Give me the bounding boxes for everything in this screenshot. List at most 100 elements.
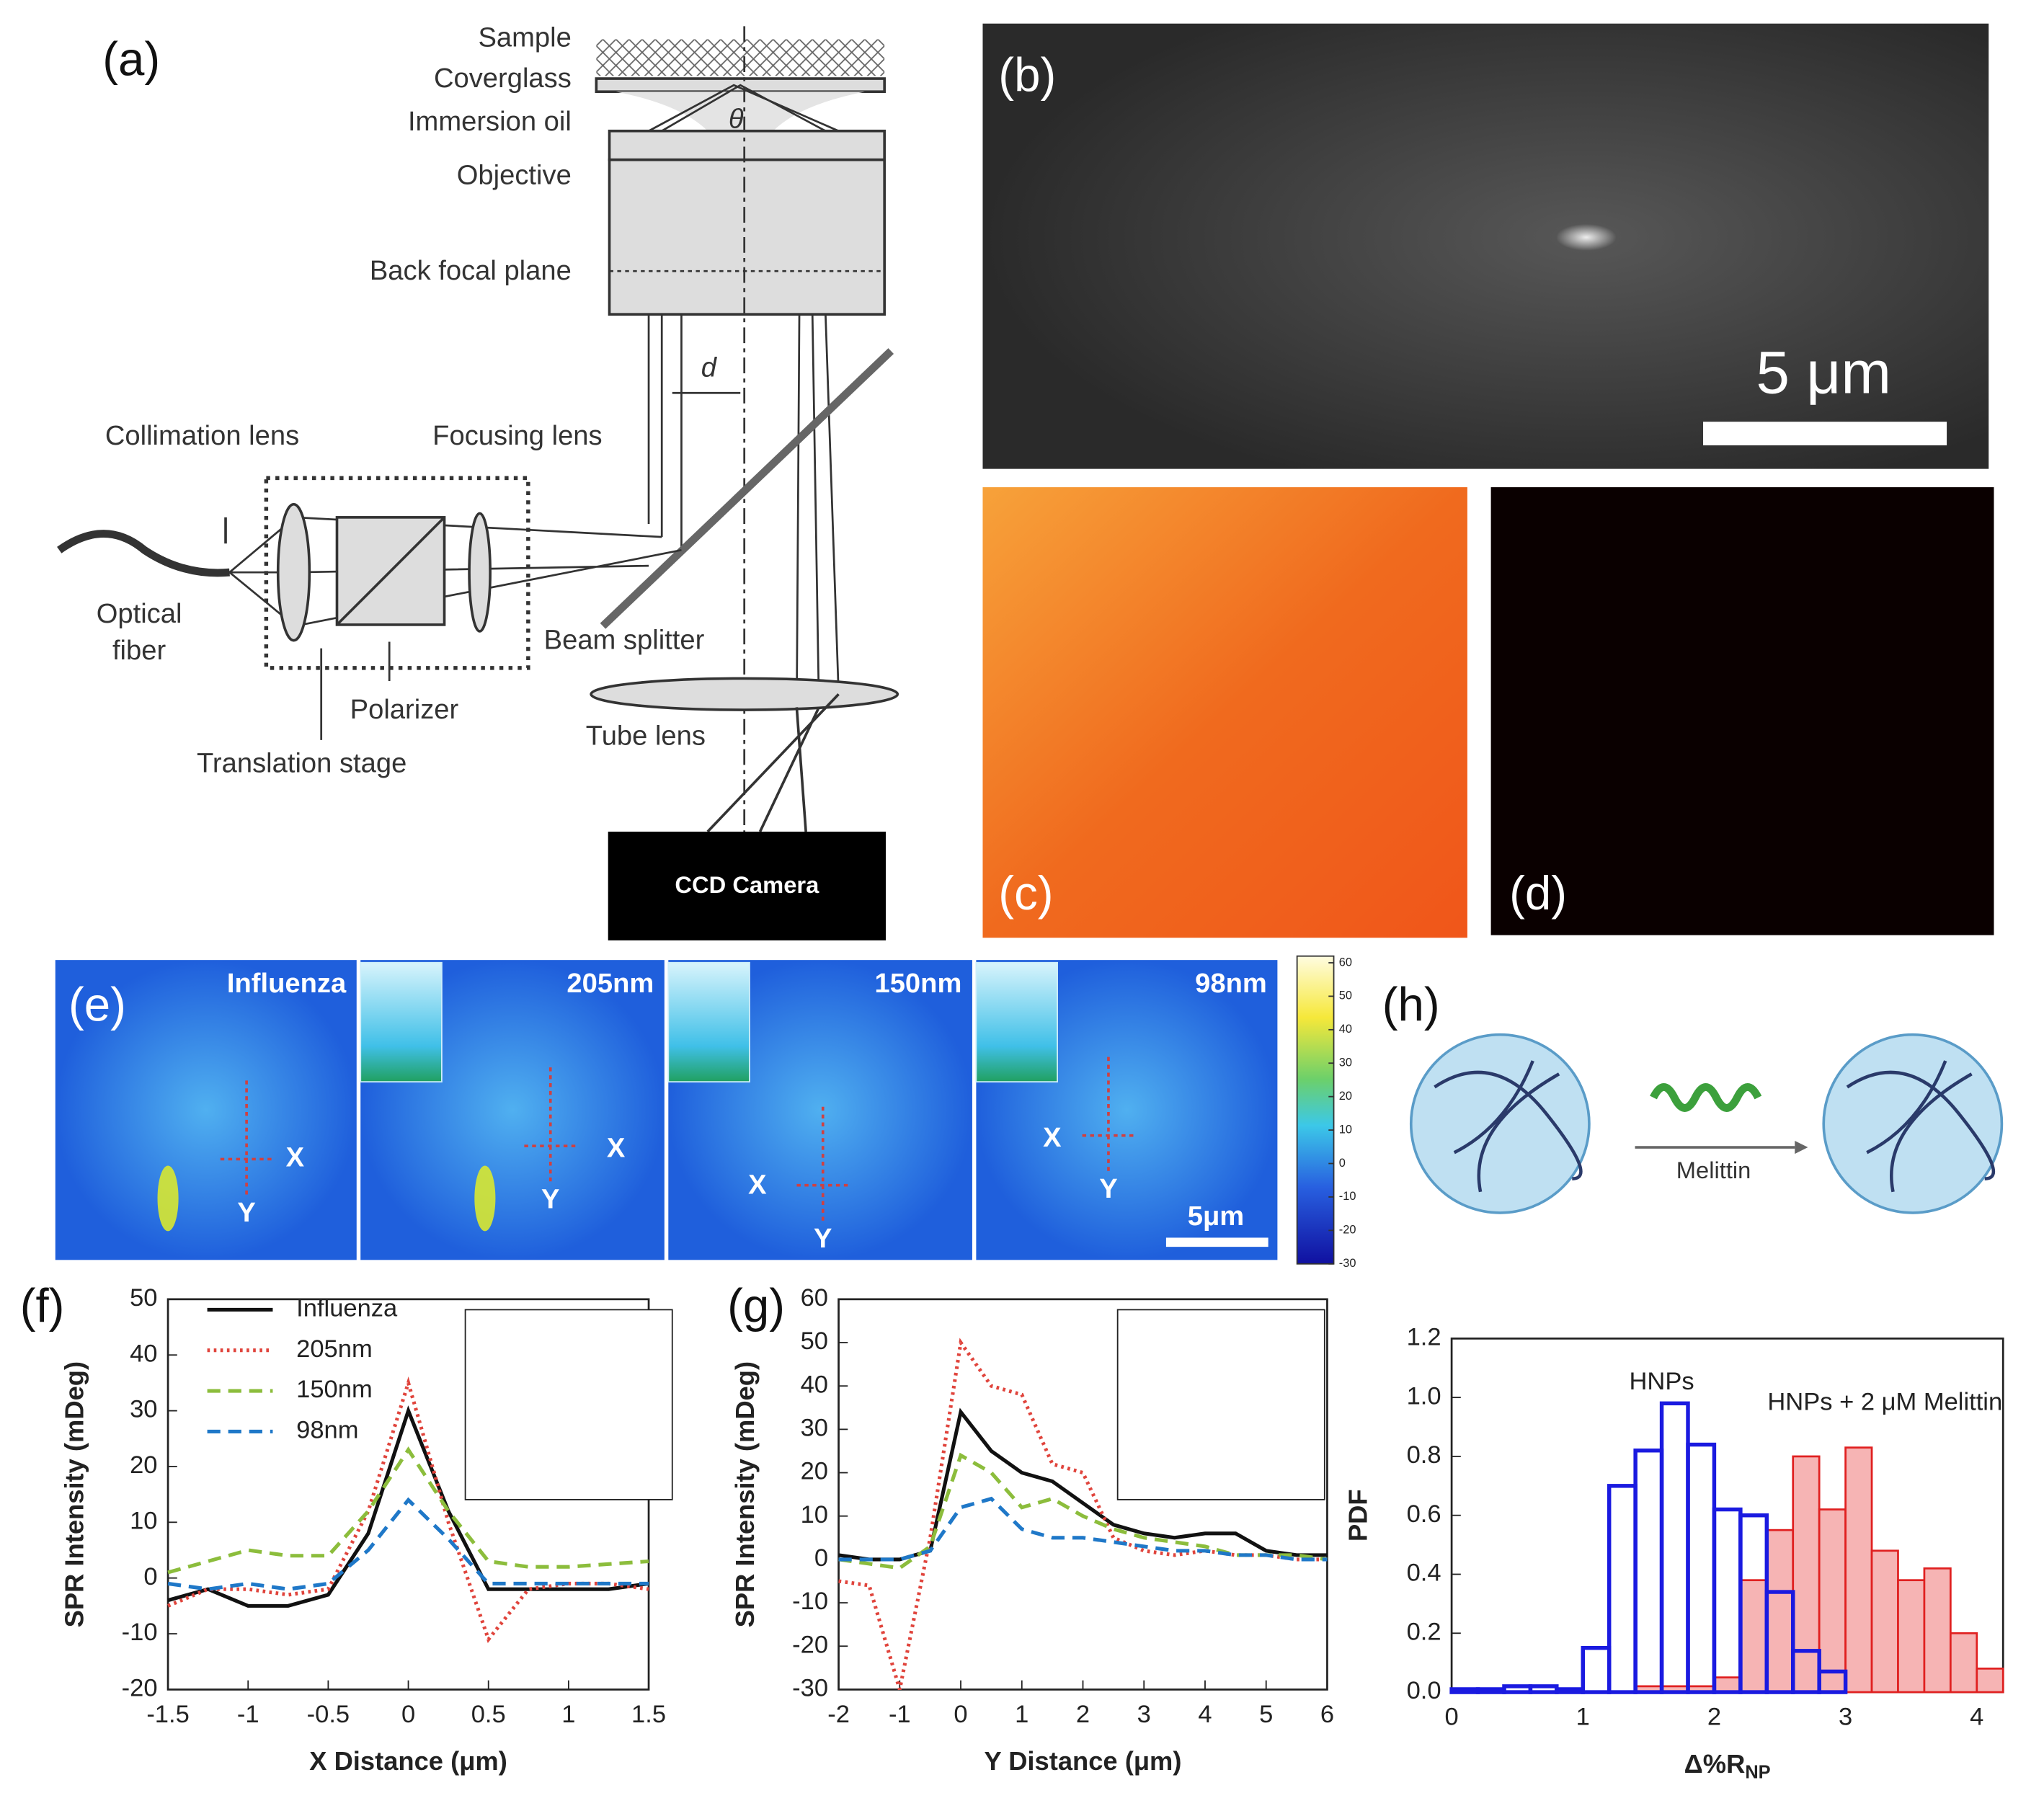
panel-label: (e)	[68, 979, 126, 1031]
histogram-bar	[1713, 1676, 1742, 1694]
colorbar-tick-label: 30	[1339, 1056, 1352, 1069]
x-tick-label: -2	[827, 1701, 850, 1728]
series-line	[167, 1446, 649, 1575]
inset	[464, 1309, 673, 1500]
colorbar-tick-label: 20	[1339, 1090, 1352, 1103]
panel-label: (g)	[727, 1280, 785, 1332]
diagram-label: Tube lens	[586, 720, 706, 751]
histogram-bar	[1449, 1687, 1480, 1694]
histogram-bar	[1686, 1442, 1717, 1694]
histogram-bar	[1633, 1449, 1664, 1694]
y-tick-label: 40	[130, 1340, 157, 1367]
histogram-bar	[1844, 1446, 1873, 1694]
x-tick-label: 0	[401, 1701, 415, 1728]
histogram-bar	[1764, 1590, 1795, 1694]
x-axis-label-subscript: NP	[1745, 1762, 1770, 1782]
histogram-bar	[1502, 1684, 1533, 1694]
y-tick-label: 1.0	[1407, 1382, 1441, 1410]
colorbar-tick-label: 10	[1339, 1123, 1352, 1136]
y-tick-label: -20	[122, 1675, 158, 1702]
series-line	[167, 1376, 649, 1644]
panel-label: (f)	[20, 1280, 65, 1332]
x-tick-label: 5	[1259, 1701, 1273, 1728]
nanoparticle-schematic	[1409, 1033, 2004, 1214]
panel-label: (h)	[1382, 979, 1440, 1031]
image-e	[55, 960, 357, 1260]
image-c	[982, 487, 1467, 938]
x-axis-label: Y Distance (μm)	[985, 1746, 1182, 1776]
y-axis-label: PDF	[1343, 1489, 1372, 1541]
y-tick-label: 60	[801, 1284, 828, 1312]
histogram-bar	[1870, 1549, 1899, 1694]
histogram-bar	[1976, 1667, 2004, 1694]
colorbar-tick-label: 60	[1339, 956, 1352, 969]
legend-label: 98nm	[296, 1417, 358, 1444]
diagram-label: Collimation lens	[105, 420, 299, 451]
axis-marker: Y	[1099, 1173, 1117, 1204]
y-tick-label: 0	[814, 1544, 828, 1572]
x-tick-label: 2	[1707, 1704, 1721, 1731]
spot	[474, 1165, 496, 1232]
colorbar	[1296, 955, 1335, 1265]
x-tick-label: 3	[1839, 1704, 1852, 1731]
y-tick-label: -10	[122, 1619, 158, 1646]
inset	[975, 961, 1058, 1083]
colorbar-tick-label: -30	[1339, 1257, 1356, 1270]
y-tick-label: 50	[801, 1327, 828, 1355]
diagram-label: Translation stage	[197, 747, 406, 778]
x-axis-label-text: Δ%R	[1684, 1748, 1746, 1778]
x-tick-label: 4	[1198, 1701, 1212, 1728]
x-tick-label: -1	[237, 1701, 259, 1728]
y-tick-label: 1.2	[1407, 1323, 1441, 1351]
histogram-bar	[1897, 1579, 1926, 1694]
x-tick-label: 4	[1970, 1704, 1983, 1731]
diagram-label: Back focal plane	[370, 255, 572, 286]
y-tick-label: 10	[130, 1507, 157, 1534]
axis-marker: Y	[237, 1197, 255, 1228]
y-tick-label: 30	[130, 1396, 157, 1423]
series-line	[167, 1405, 649, 1608]
y-tick-label: 20	[130, 1451, 157, 1479]
y-axis-label: SPR Intensity (mDeg)	[730, 1361, 760, 1627]
x-tick-label: 0.5	[471, 1701, 506, 1728]
y-tick-label: 20	[801, 1458, 828, 1485]
y-tick-label: 50	[130, 1284, 157, 1312]
series-label: HNPs + 2 μM Melittin	[1767, 1388, 2002, 1415]
colorbar-tick-label: 0	[1339, 1157, 1346, 1170]
diagram-label: Sample	[478, 22, 571, 53]
optical-diagram	[57, 26, 899, 940]
axis-marker: X	[748, 1170, 767, 1201]
y-tick-label: 0.6	[1407, 1500, 1441, 1528]
axis-marker: X	[286, 1142, 305, 1173]
histogram-bar	[1949, 1632, 1978, 1694]
diagram-label: d	[701, 352, 718, 383]
x-tick-label: 6	[1320, 1701, 1334, 1728]
scale-bar-label: 5μm	[1188, 1201, 1245, 1232]
axis-marker: X	[607, 1133, 626, 1164]
diagram-label: Beam splitter	[544, 625, 705, 656]
x-tick-label: -1.5	[146, 1701, 189, 1728]
colorbar-tick-label: 40	[1339, 1023, 1352, 1036]
x-tick-label: 1	[1015, 1701, 1028, 1728]
x-tick-label: 1	[1576, 1704, 1590, 1731]
y-tick-label: 0.8	[1407, 1441, 1441, 1469]
histogram-bar	[1792, 1455, 1821, 1694]
x-tick-label: 1.5	[631, 1701, 666, 1728]
image-title: Influenza	[227, 968, 347, 999]
image-title: 150nm	[874, 968, 961, 999]
x-tick-label: -1	[889, 1701, 911, 1728]
diagram-label: Immersion oil	[408, 106, 572, 137]
axis-marker: Y	[814, 1223, 832, 1254]
x-tick-label: -0.5	[307, 1701, 350, 1728]
panel-label: (b)	[998, 48, 1056, 101]
image-b	[982, 23, 1989, 469]
y-axis-label: SPR Intensity (mDeg)	[59, 1361, 89, 1627]
colorbar-tick-label: 50	[1339, 989, 1352, 1002]
y-tick-label: 10	[801, 1501, 828, 1529]
x-tick-label: 0	[1445, 1704, 1459, 1731]
legend-label: Influenza	[296, 1295, 398, 1322]
y-tick-label: -20	[792, 1631, 828, 1658]
scale-bar	[1703, 422, 1947, 445]
